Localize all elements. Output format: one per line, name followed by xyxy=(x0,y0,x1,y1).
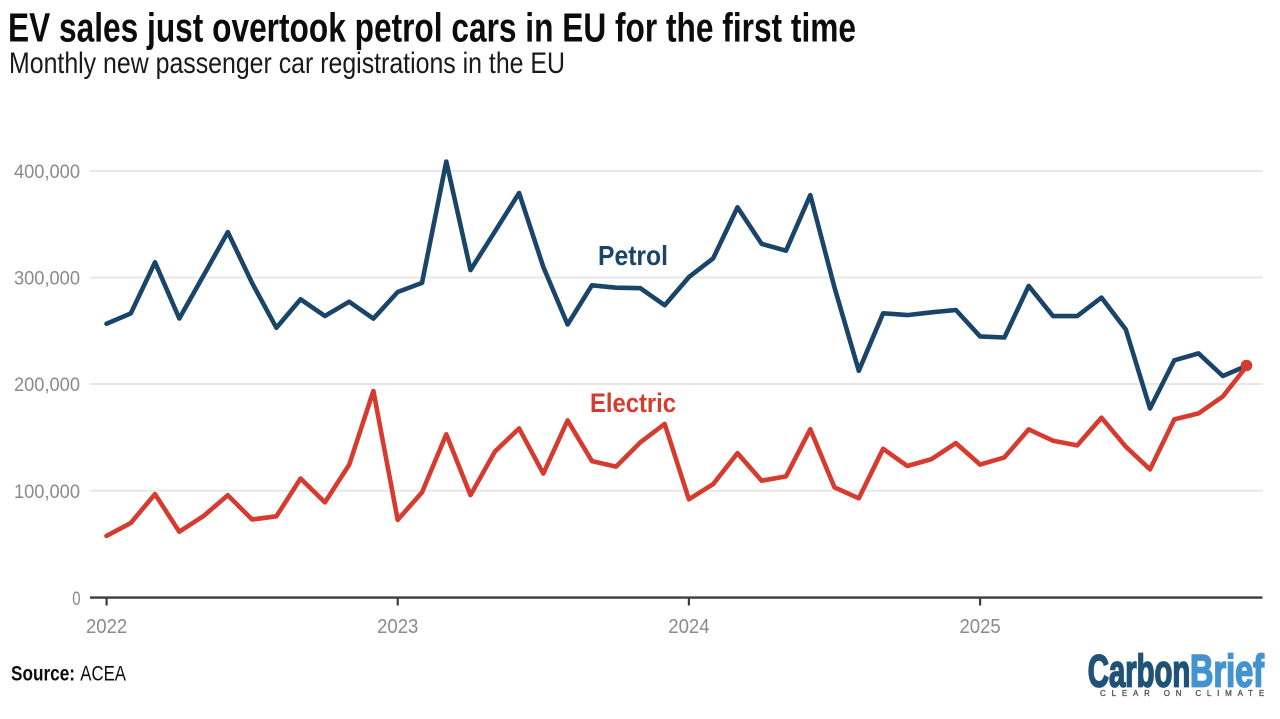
svg-text:2023: 2023 xyxy=(377,615,418,638)
svg-text:2024: 2024 xyxy=(668,615,709,638)
svg-text:ACEA: ACEA xyxy=(80,662,126,685)
svg-text:Source:: Source: xyxy=(11,662,75,685)
svg-text:400,000: 400,000 xyxy=(14,161,80,183)
svg-text:CLEAR ON CLIMATE: CLEAR ON CLIMATE xyxy=(1100,689,1270,698)
svg-text:Carbon: Carbon xyxy=(1088,646,1191,697)
svg-text:EV sales just overtook petrol: EV sales just overtook petrol cars in EU… xyxy=(8,5,856,51)
svg-text:Electric: Electric xyxy=(590,388,676,418)
svg-text:300,000: 300,000 xyxy=(14,268,80,290)
svg-text:0: 0 xyxy=(72,588,80,610)
svg-text:Petrol: Petrol xyxy=(598,240,668,271)
svg-text:2022: 2022 xyxy=(86,615,127,638)
svg-text:100,000: 100,000 xyxy=(14,481,80,503)
svg-text:Monthly new passenger car regi: Monthly new passenger car registrations … xyxy=(9,47,565,80)
svg-text:2025: 2025 xyxy=(960,615,1001,638)
svg-text:Brief: Brief xyxy=(1190,646,1265,697)
svg-text:200,000: 200,000 xyxy=(14,374,80,396)
